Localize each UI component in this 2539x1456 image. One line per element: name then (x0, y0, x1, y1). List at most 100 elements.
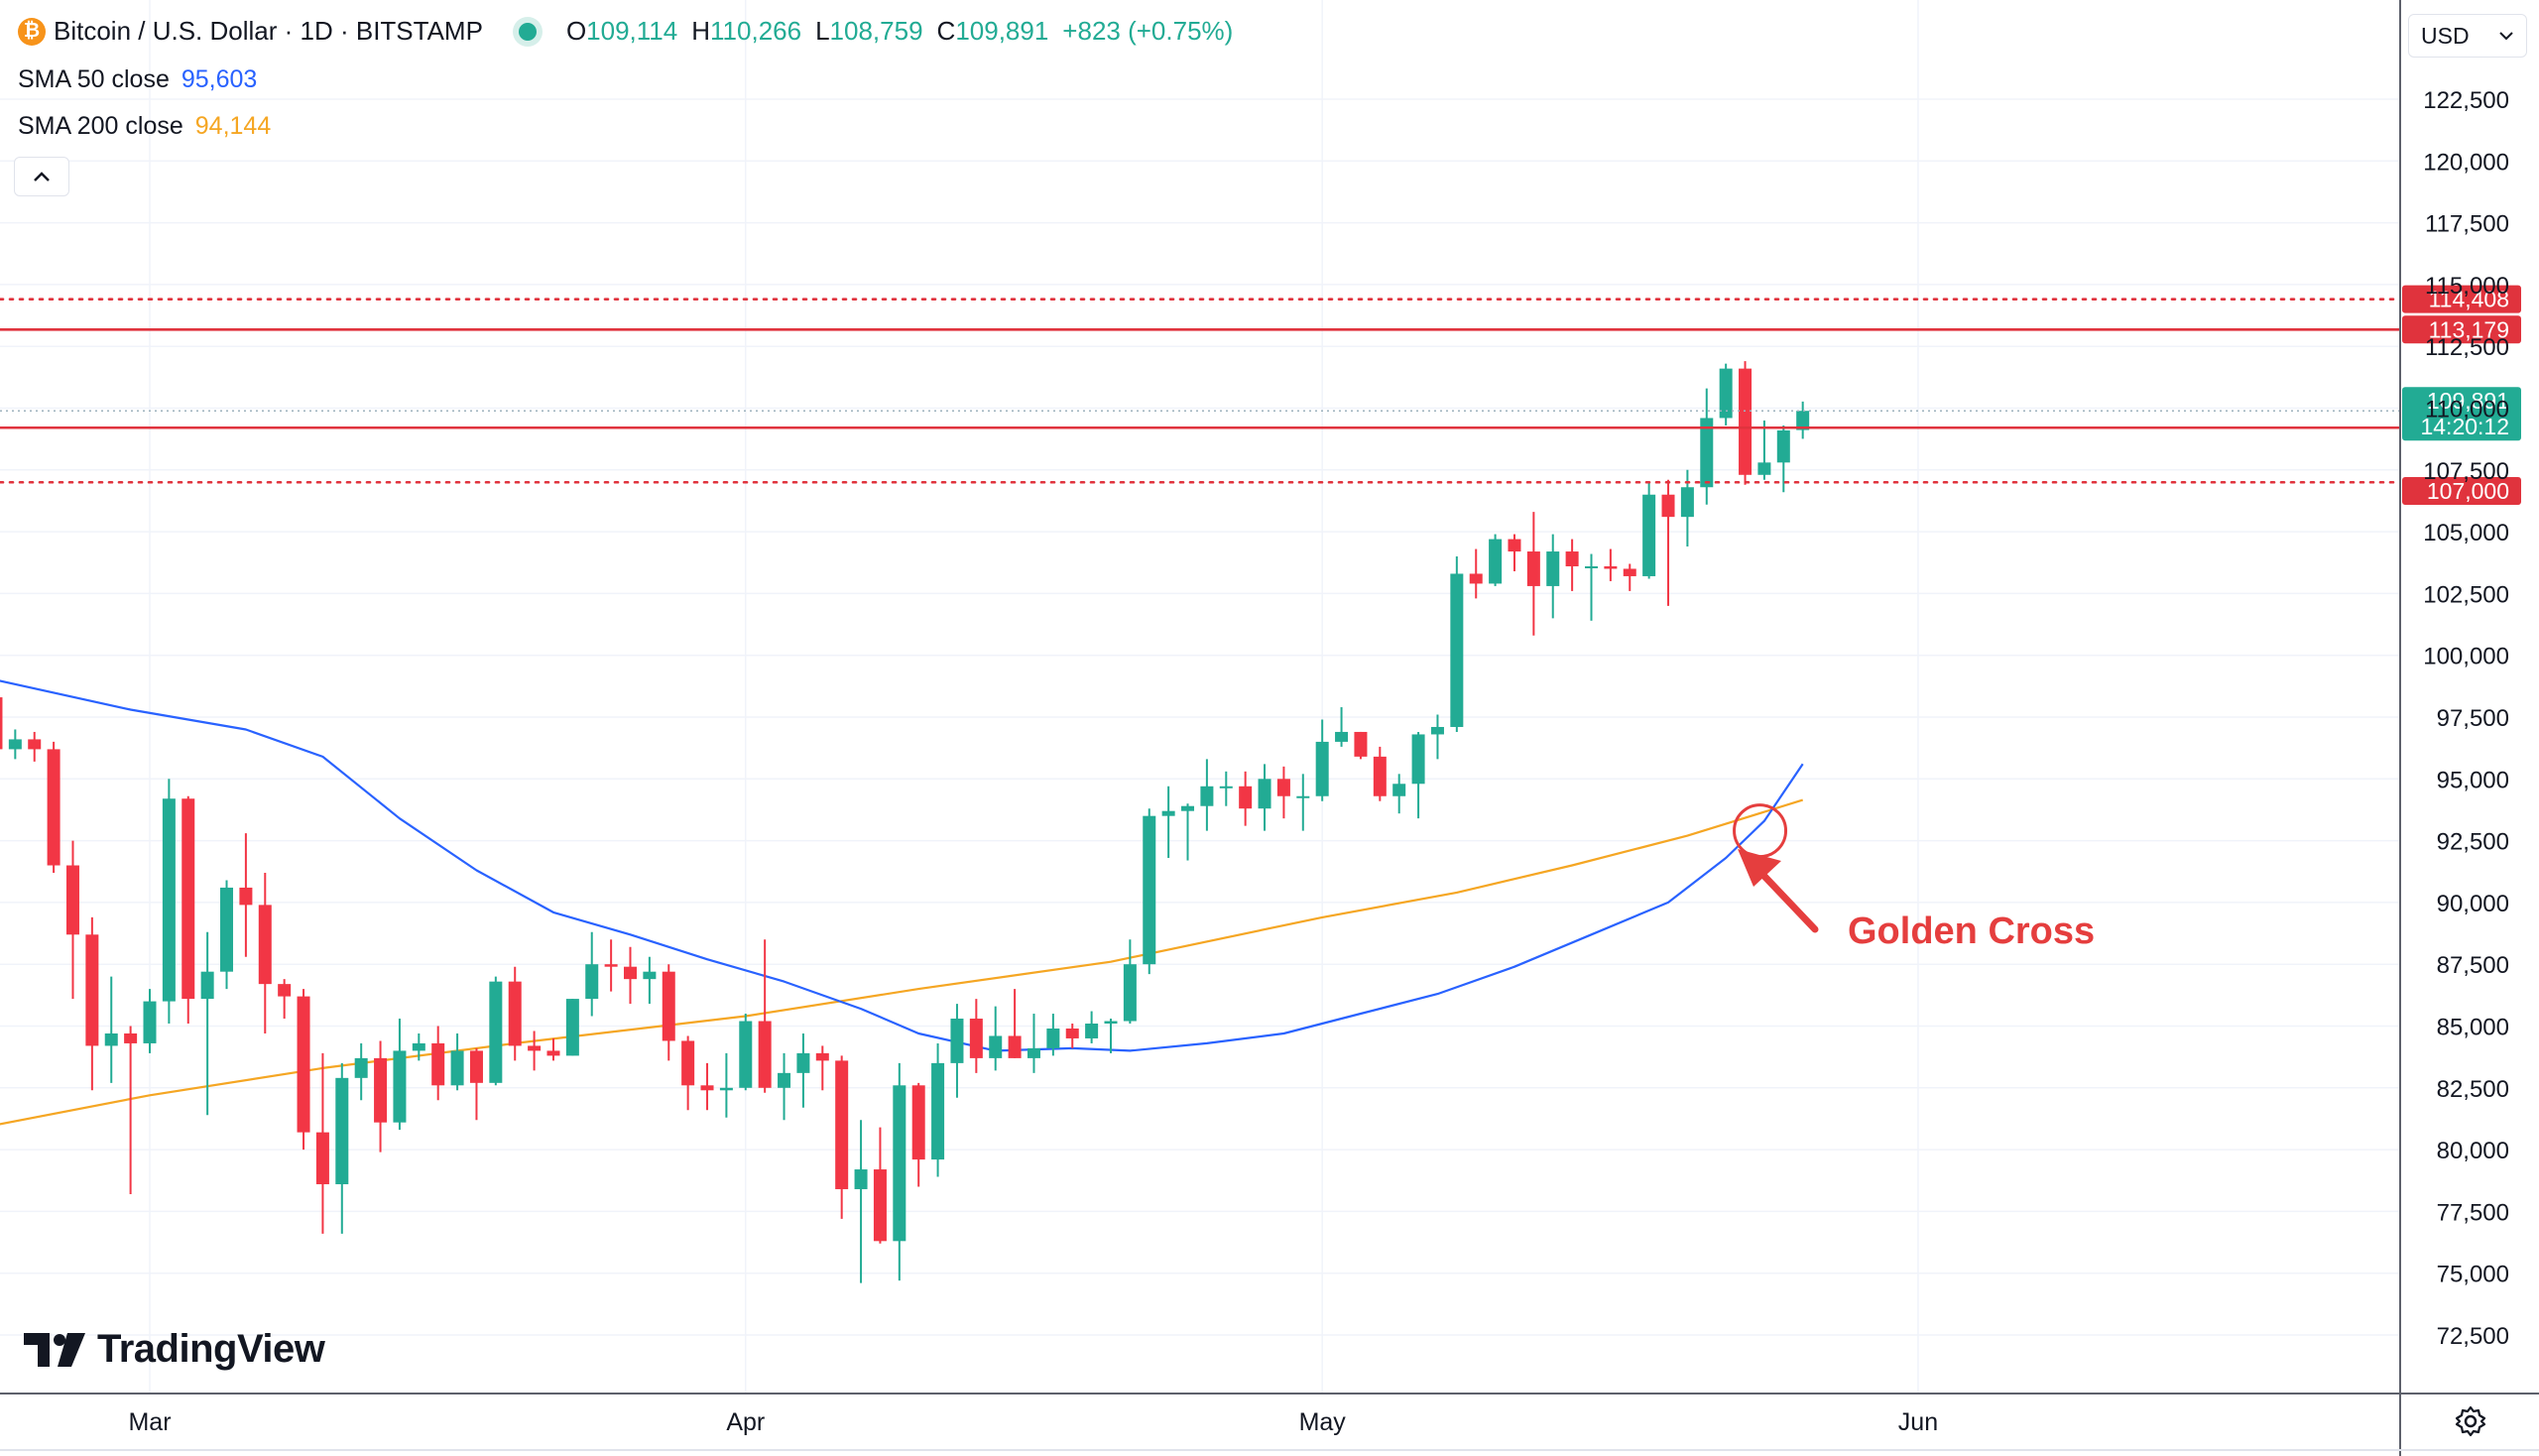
candle-body (662, 971, 675, 1041)
price-tag: 113,179 (2402, 315, 2521, 344)
candle-body (758, 1021, 772, 1088)
y-tick-label: 75,000 (2437, 1262, 2509, 1288)
candle (1776, 425, 1790, 493)
y-tick-label: 72,500 (2437, 1323, 2509, 1350)
candle (104, 976, 118, 1083)
candle-body (162, 798, 176, 1002)
candle (1796, 401, 1810, 439)
candle-body (1565, 551, 1579, 566)
candle-body (65, 865, 79, 935)
candle (1565, 539, 1579, 591)
candle (1161, 786, 1175, 859)
candle-body (1276, 779, 1290, 796)
currency-select[interactable]: USD (2408, 14, 2527, 58)
candle-body (1315, 741, 1329, 796)
candle-body (315, 1132, 329, 1184)
candle (1296, 774, 1310, 831)
candle (1719, 363, 1733, 425)
symbol-title[interactable]: Bitcoin / U.S. Dollar · 1D · BITSTAMP (54, 16, 483, 46)
candle (565, 999, 579, 1056)
candle (739, 1014, 753, 1091)
candle-body (1700, 418, 1714, 488)
candle (1335, 707, 1349, 747)
price-tag: 114,408 (2402, 285, 2521, 313)
candle-body (815, 1052, 829, 1061)
candle (162, 779, 176, 1025)
price-tag: 107,000 (2402, 476, 2521, 505)
candle-body (1046, 1028, 1060, 1048)
candle (854, 1120, 868, 1283)
candle (546, 1037, 560, 1061)
candle (431, 1026, 445, 1101)
candle-body (1469, 573, 1483, 584)
x-tick-label: May (1299, 1408, 1347, 1436)
gear-icon[interactable] (2454, 1404, 2487, 1438)
candle-body (124, 1032, 138, 1043)
candle-body (778, 1072, 791, 1088)
y-tick-label: 90,000 (2437, 891, 2509, 917)
candles (0, 361, 1810, 1283)
y-tick-label: 82,500 (2437, 1076, 2509, 1103)
ohlc-high: 110,266 (710, 16, 802, 46)
candle-body (565, 999, 579, 1056)
candle (1046, 1014, 1060, 1056)
y-tick-label: 95,000 (2437, 767, 2509, 793)
y-tick-label: 100,000 (2423, 644, 2509, 670)
candle-body (1489, 539, 1503, 584)
currency-label: USD (2421, 22, 2470, 49)
tradingview-logo-icon (24, 1332, 85, 1367)
y-tick-label: 87,500 (2437, 952, 2509, 979)
candle (796, 1032, 810, 1108)
y-tick-label: 97,500 (2437, 705, 2509, 732)
candle-body (1296, 795, 1310, 798)
candle (1181, 803, 1195, 861)
candle-body (469, 1050, 483, 1083)
grid (0, 0, 2400, 1394)
candle-body (1680, 487, 1694, 518)
candle-body (1354, 731, 1368, 757)
candle (1661, 479, 1675, 606)
candle-body (1161, 810, 1175, 816)
candle-body (508, 981, 522, 1046)
sma-line (0, 798, 1804, 1126)
ohlc-low-label: L (815, 16, 830, 46)
y-tick-label: 102,500 (2423, 581, 2509, 608)
candle-body (1392, 784, 1406, 796)
golden-cross-annotation: Golden Cross (1733, 803, 2095, 952)
sma-50-label: SMA 50 close (18, 65, 170, 93)
candle (315, 1052, 329, 1234)
candle (200, 931, 214, 1116)
candle (143, 989, 157, 1053)
candle-body (104, 1032, 118, 1046)
candle-body (1739, 368, 1753, 475)
ohlc-open-label: O (565, 16, 587, 46)
candle (1276, 766, 1290, 819)
ohlc-high-label: H (691, 16, 711, 46)
annotation-label: Golden Cross (1848, 910, 2095, 952)
candle-body (1661, 494, 1675, 518)
candle-body (1027, 1047, 1040, 1058)
sma-50-legend[interactable]: SMA 50 close 95,603 (18, 65, 257, 94)
sma-200-legend[interactable]: SMA 200 close 94,144 (18, 112, 271, 141)
collapse-legend-button[interactable] (14, 157, 69, 196)
candle (412, 1032, 425, 1061)
candle (1315, 719, 1329, 801)
candle-body (873, 1169, 887, 1242)
candle-body (1085, 1024, 1099, 1038)
candle-body (1526, 551, 1540, 586)
candle-body (1181, 805, 1195, 811)
candle-body (1450, 573, 1464, 727)
candle (489, 976, 503, 1086)
tradingview-watermark[interactable]: TradingView (24, 1327, 325, 1372)
candle-body (1335, 731, 1349, 742)
candle (1508, 534, 1521, 571)
candle (1526, 512, 1540, 636)
candle (1604, 548, 1618, 581)
candle-body (1200, 786, 1214, 806)
candle (758, 939, 772, 1093)
candle (1239, 771, 1253, 826)
candle (1585, 553, 1598, 621)
candle (1700, 388, 1714, 505)
candle (1373, 746, 1387, 801)
